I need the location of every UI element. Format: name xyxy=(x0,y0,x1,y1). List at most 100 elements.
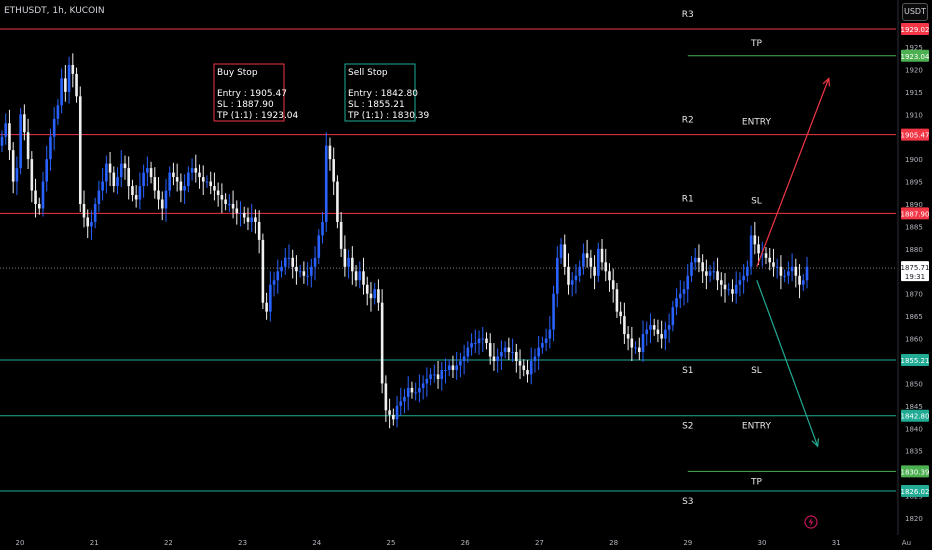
candle-body xyxy=(362,271,365,285)
candle-body xyxy=(593,266,596,276)
candle-body xyxy=(641,334,645,353)
candle-body xyxy=(351,257,354,272)
candle-body xyxy=(254,217,257,222)
y-tick-label: 1820 xyxy=(905,515,923,523)
lightning-icon[interactable] xyxy=(804,515,818,529)
candle-body xyxy=(783,275,786,277)
x-tick-label: 26 xyxy=(461,539,470,547)
y-tick-label: 1835 xyxy=(905,448,923,456)
candle-body xyxy=(239,212,242,214)
candle-body xyxy=(67,64,71,92)
candle-body xyxy=(358,271,362,281)
x-tick-label: 25 xyxy=(387,539,396,547)
price-label-bg xyxy=(901,484,929,497)
candle-body xyxy=(336,181,339,222)
candle-body xyxy=(283,257,287,267)
candle-body xyxy=(753,235,757,245)
candle-body xyxy=(507,347,511,353)
y-tick-label: 1870 xyxy=(905,291,923,299)
candle-body xyxy=(395,405,399,420)
candle-body xyxy=(675,298,678,308)
candle-body xyxy=(775,266,779,268)
candle-body xyxy=(608,271,611,281)
candle-body xyxy=(779,266,783,276)
candle-body xyxy=(86,217,90,227)
candle-body xyxy=(719,280,723,285)
candle-body xyxy=(157,190,160,200)
candle-body xyxy=(697,257,701,263)
candle-body xyxy=(108,163,112,173)
y-tick-label: 1890 xyxy=(905,201,923,209)
y-tick-label: 1925 xyxy=(905,44,923,52)
candle-body xyxy=(78,96,82,204)
x-tick-label: 20 xyxy=(16,539,25,547)
candle-body xyxy=(265,302,268,312)
level-label: R2 xyxy=(682,116,694,126)
candle-body xyxy=(794,266,798,276)
price-label-bg xyxy=(901,128,929,141)
candle-body xyxy=(589,257,593,267)
candle-body xyxy=(772,262,775,267)
candle-body xyxy=(183,186,186,191)
candle-body xyxy=(209,181,213,187)
candle-body xyxy=(410,387,414,393)
candle-body xyxy=(23,114,26,133)
price-label-bg xyxy=(901,49,929,62)
candle-body xyxy=(455,365,458,370)
candle-body xyxy=(146,168,149,173)
candle-body xyxy=(298,271,302,273)
candle-body xyxy=(444,369,447,371)
buy-stop-box xyxy=(213,63,285,122)
candle-body xyxy=(272,280,276,285)
candle-body xyxy=(127,168,131,187)
candle-body xyxy=(529,361,533,375)
candle-body xyxy=(634,347,637,349)
down-arrow-line xyxy=(756,280,819,447)
candle-body xyxy=(801,280,805,285)
price-label-bg xyxy=(901,207,929,220)
candle-body xyxy=(533,356,537,361)
candle-body xyxy=(764,253,768,258)
candle-body xyxy=(149,168,153,178)
candle-body xyxy=(678,293,682,299)
candle-body xyxy=(556,257,559,294)
candle-body xyxy=(34,190,37,204)
candle-body xyxy=(716,271,719,281)
level-label: R3 xyxy=(682,10,694,20)
candle-body xyxy=(228,204,231,205)
candle-body xyxy=(131,186,134,196)
candle-body xyxy=(392,414,395,420)
currency-button[interactable]: USDT xyxy=(902,3,928,21)
sell-stop-title: Sell Stop xyxy=(348,68,388,78)
candle-body xyxy=(224,199,227,204)
candle-body xyxy=(682,289,686,294)
candle-body xyxy=(82,204,86,218)
level-label: S3 xyxy=(682,497,693,507)
candle-body xyxy=(600,248,604,263)
price-label: 1887.90 xyxy=(901,210,930,218)
candle-body xyxy=(15,168,19,182)
candle-body xyxy=(164,190,168,209)
candle-body xyxy=(757,244,760,254)
candle-body xyxy=(101,181,104,191)
candle-body xyxy=(652,325,656,330)
candle-body xyxy=(231,204,235,209)
candle-body xyxy=(630,338,634,348)
candle-body xyxy=(488,343,492,357)
candle-body xyxy=(246,217,250,222)
candle-body xyxy=(570,280,574,285)
candle-body xyxy=(474,343,477,345)
y-tick-label: 1910 xyxy=(905,111,923,119)
candle-body xyxy=(384,383,388,411)
candle-body xyxy=(582,253,585,267)
candle-body xyxy=(440,369,444,379)
candle-body xyxy=(41,181,45,209)
candle-body xyxy=(723,284,727,290)
down-arrow-head xyxy=(811,438,820,448)
candle-body xyxy=(746,266,749,276)
y-tick-label: 1920 xyxy=(905,66,923,74)
y-tick-label: 1880 xyxy=(905,246,923,254)
buy-stop-title: Buy Stop xyxy=(217,68,258,78)
candle-body xyxy=(216,190,220,196)
